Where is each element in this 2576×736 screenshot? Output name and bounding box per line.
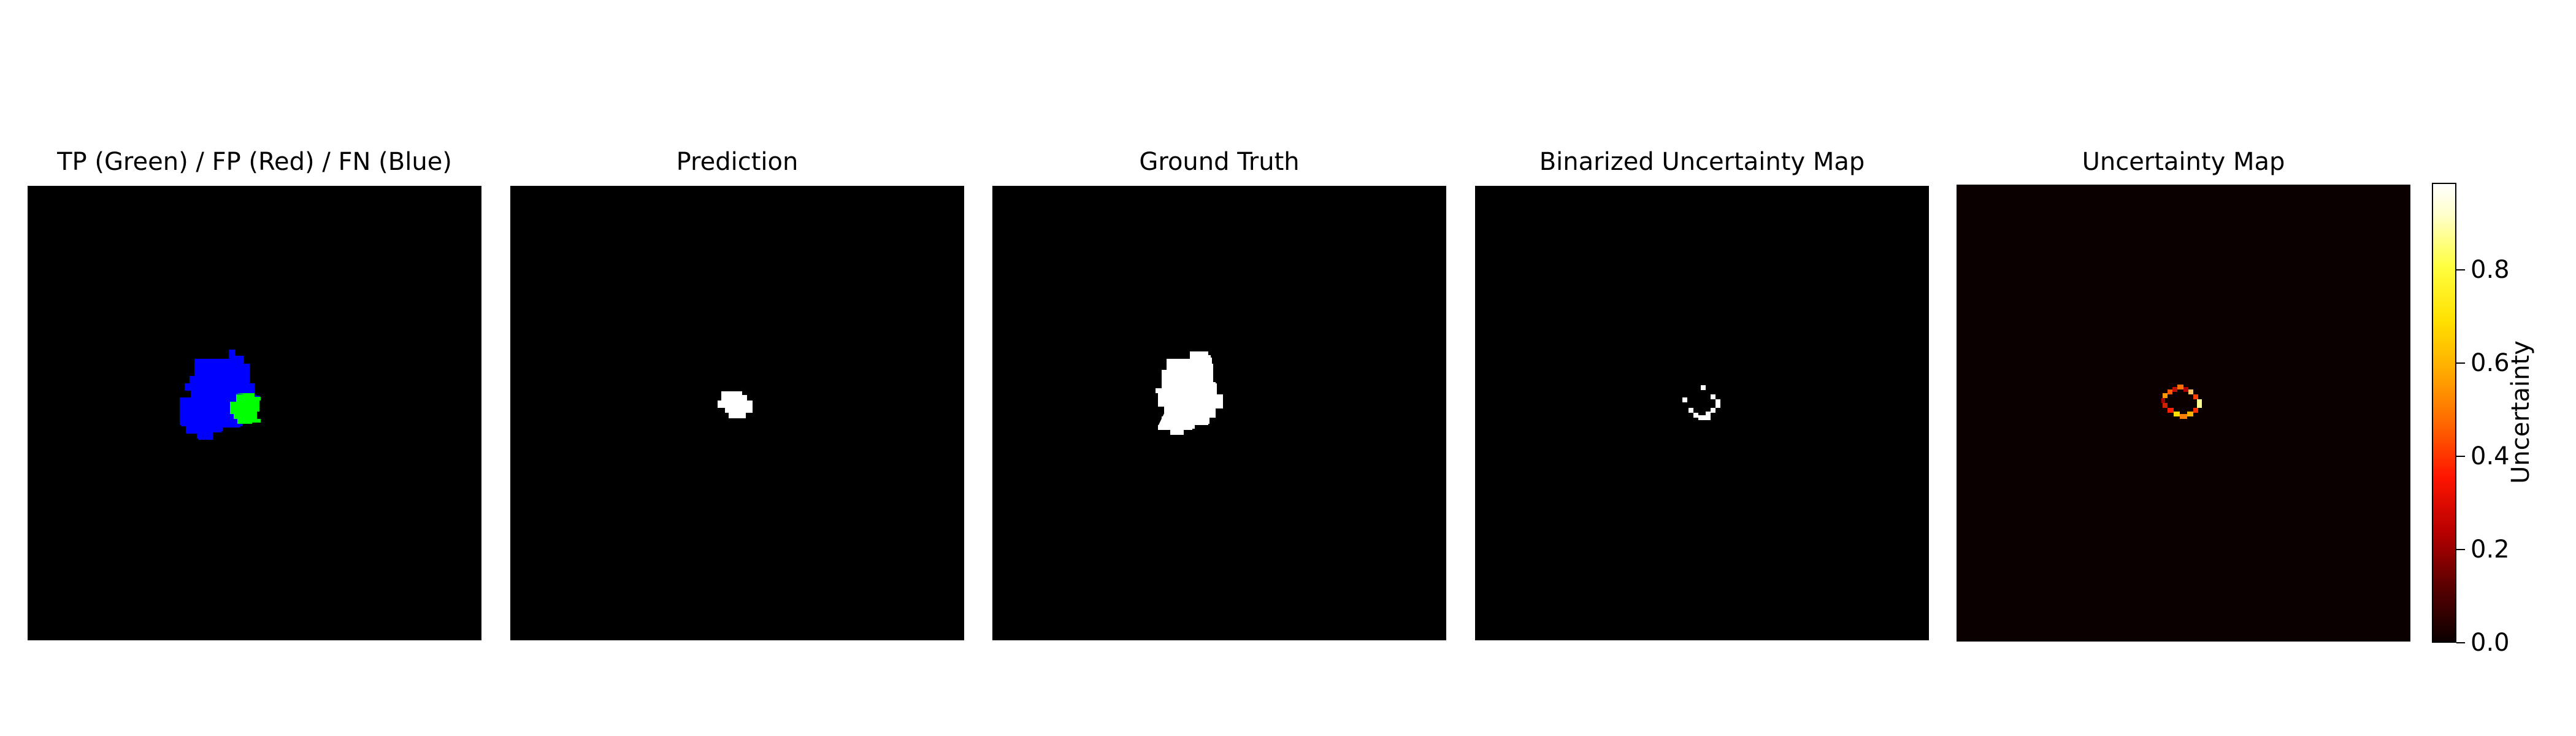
panel-title-ground-truth: Ground Truth [1139, 148, 1300, 176]
uncertainty-pixel [1715, 399, 1720, 408]
colorbar-tick-label: 0.2 [2471, 535, 2510, 564]
uncertainty-ring-pixel [2187, 412, 2193, 416]
true-positive-core [230, 394, 259, 424]
uncertainty-ring-pixel [2172, 387, 2177, 392]
ground-truth-mask-lower [1162, 407, 1176, 426]
colorbar-label: Uncertainty [2507, 340, 2535, 484]
uncertainty-ring-pixel [2168, 408, 2174, 413]
prediction-panel [510, 186, 964, 640]
overlay-map-panel [28, 186, 481, 640]
colorbar-tick-label: 0.4 [2471, 442, 2510, 470]
uncertainty-ring-pixel [2168, 389, 2172, 394]
ground-truth-panel [992, 186, 1446, 640]
colorbar-tick-label: 0.0 [2471, 629, 2510, 657]
uncertainty-pixel [1701, 385, 1706, 390]
colorbar-tick [2456, 456, 2465, 457]
uncertainty-ring-pixel [2163, 403, 2168, 408]
panel-title-uncertainty-map: Uncertainty Map [2082, 148, 2285, 176]
prediction-mask [718, 391, 753, 418]
uncertainty-ring-pixel [2174, 412, 2180, 416]
colorbar-tick [2456, 549, 2465, 550]
uncertainty-ring-pixel [2163, 393, 2168, 398]
colorbar-tick-label: 0.6 [2471, 349, 2510, 377]
colorbar [2432, 183, 2456, 643]
colorbar-tick [2456, 362, 2465, 364]
uncertainty-ring-pixel [2188, 389, 2193, 394]
uncertainty-pixel [1689, 408, 1693, 413]
uncertainty-ring-pixel [2197, 399, 2202, 408]
panel-title-binarized-uncertainty: Binarized Uncertainty Map [1539, 148, 1865, 176]
uncertainty-ring-pixel [2183, 387, 2188, 392]
colorbar-tick [2456, 642, 2465, 643]
false-negative-region-body [181, 359, 256, 440]
uncertainty-pixel [1706, 412, 1711, 416]
uncertainty-ring-pixel [2180, 414, 2187, 419]
colorbar-tick [2456, 269, 2465, 270]
uncertainty-pixel [1693, 413, 1698, 418]
uncertainty-pixel [1698, 415, 1711, 420]
uncertainty-pixel [1682, 397, 1687, 402]
uncertainty-pixel [1711, 394, 1715, 399]
uncertainty-ring-pixel [2193, 394, 2198, 399]
uncertainty-map-panel [1957, 185, 2410, 642]
uncertainty-ring-pixel [2177, 385, 2183, 389]
uncertainty-ring-pixel [2193, 408, 2198, 413]
colorbar-tick-label: 0.8 [2471, 256, 2510, 284]
uncertainty-ring-pixel [2161, 398, 2165, 403]
uncertainty-pixel [1711, 408, 1715, 413]
panel-title-overlay: TP (Green) / FP (Red) / FN (Blue) [57, 148, 452, 176]
binarized-uncertainty-panel [1475, 186, 1929, 640]
panel-title-prediction: Prediction [676, 148, 799, 176]
